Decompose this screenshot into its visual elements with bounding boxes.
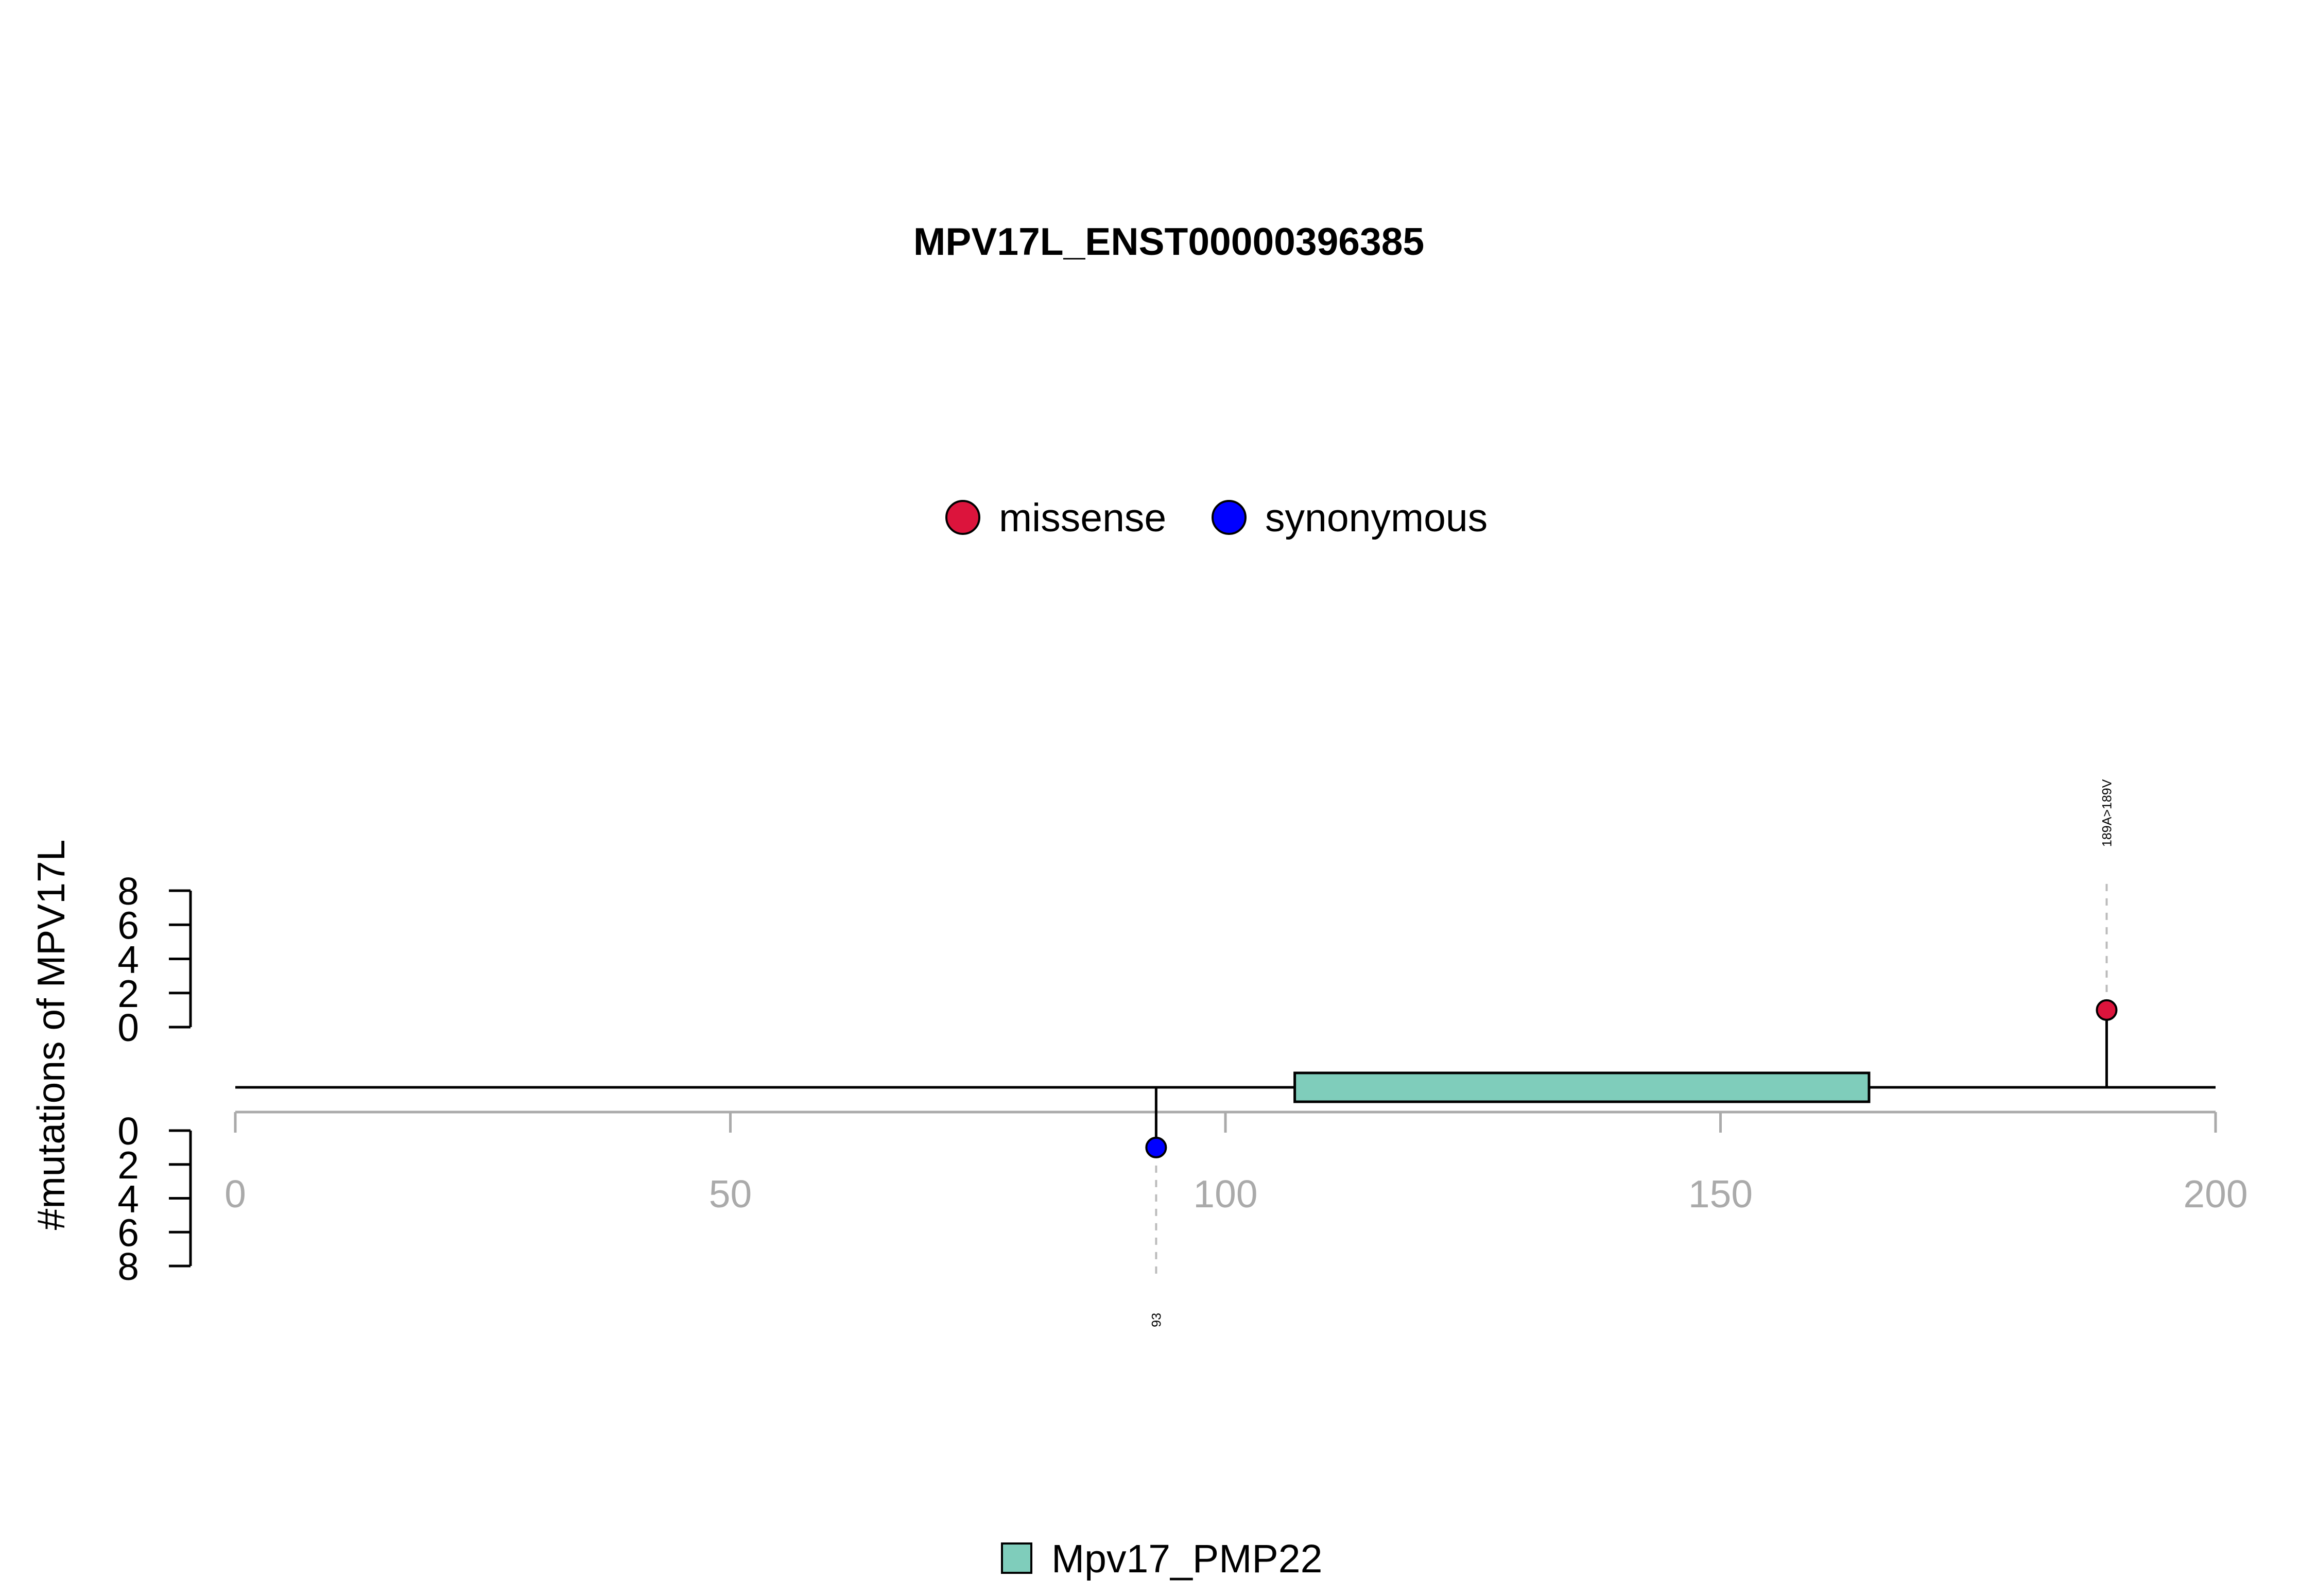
mutation-layer: 189A>189V 93 xyxy=(1145,779,2118,1327)
position-tick-label: 150 xyxy=(1688,1172,1753,1216)
mutation-label-189: 189A>189V xyxy=(2100,779,2114,847)
top-count-tick-label: 8 xyxy=(117,870,139,913)
mutation-label-93: 93 xyxy=(1149,1313,1164,1327)
y-axis-label: #mutations of MPV17L xyxy=(29,840,73,1230)
top-count-tick-label: 6 xyxy=(117,904,139,947)
bottom-count-tick-label: 2 xyxy=(117,1143,139,1187)
chart-title: MPV17L_ENST00000396385 xyxy=(913,220,1424,263)
position-tick-label: 200 xyxy=(2183,1172,2247,1216)
position-tick-label: 0 xyxy=(224,1172,246,1216)
bottom-count-tick-label: 4 xyxy=(117,1177,139,1221)
position-tick-label: 50 xyxy=(709,1172,752,1216)
bottom-count-tick-label: 6 xyxy=(117,1211,139,1254)
domain-legend-swatch-Mpv17_PMP22 xyxy=(1001,1542,1032,1574)
domain-legend-label-Mpv17_PMP22: Mpv17_PMP22 xyxy=(1051,1537,1322,1581)
top-count-tick-label: 2 xyxy=(117,972,139,1015)
protein-position-axis: 0 50 100 150 200 xyxy=(224,1111,2248,1216)
lollipop-head-93 xyxy=(1145,1136,1167,1158)
legend-swatch-synonymous xyxy=(1212,500,1247,535)
top-count-tick-label: 4 xyxy=(117,938,139,981)
top-count-tick-label: 0 xyxy=(117,1006,139,1049)
domain-legend: Mpv17_PMP22 xyxy=(1001,1537,1322,1581)
bottom-count-tick-label: 8 xyxy=(117,1245,139,1288)
mutation-type-legend: missense synonymous xyxy=(945,496,1488,540)
bottom-count-tick-label: 0 xyxy=(117,1109,139,1153)
domain-Mpv17_PMP22 xyxy=(1293,1071,1871,1103)
lollipop-head-189 xyxy=(2096,999,2118,1021)
legend-label-synonymous: synonymous xyxy=(1265,496,1488,540)
position-tick-label: 100 xyxy=(1193,1172,1257,1216)
legend-swatch-missense xyxy=(945,500,980,535)
legend-label-missense: missense xyxy=(999,496,1166,540)
domain-layer xyxy=(1293,1071,1871,1103)
